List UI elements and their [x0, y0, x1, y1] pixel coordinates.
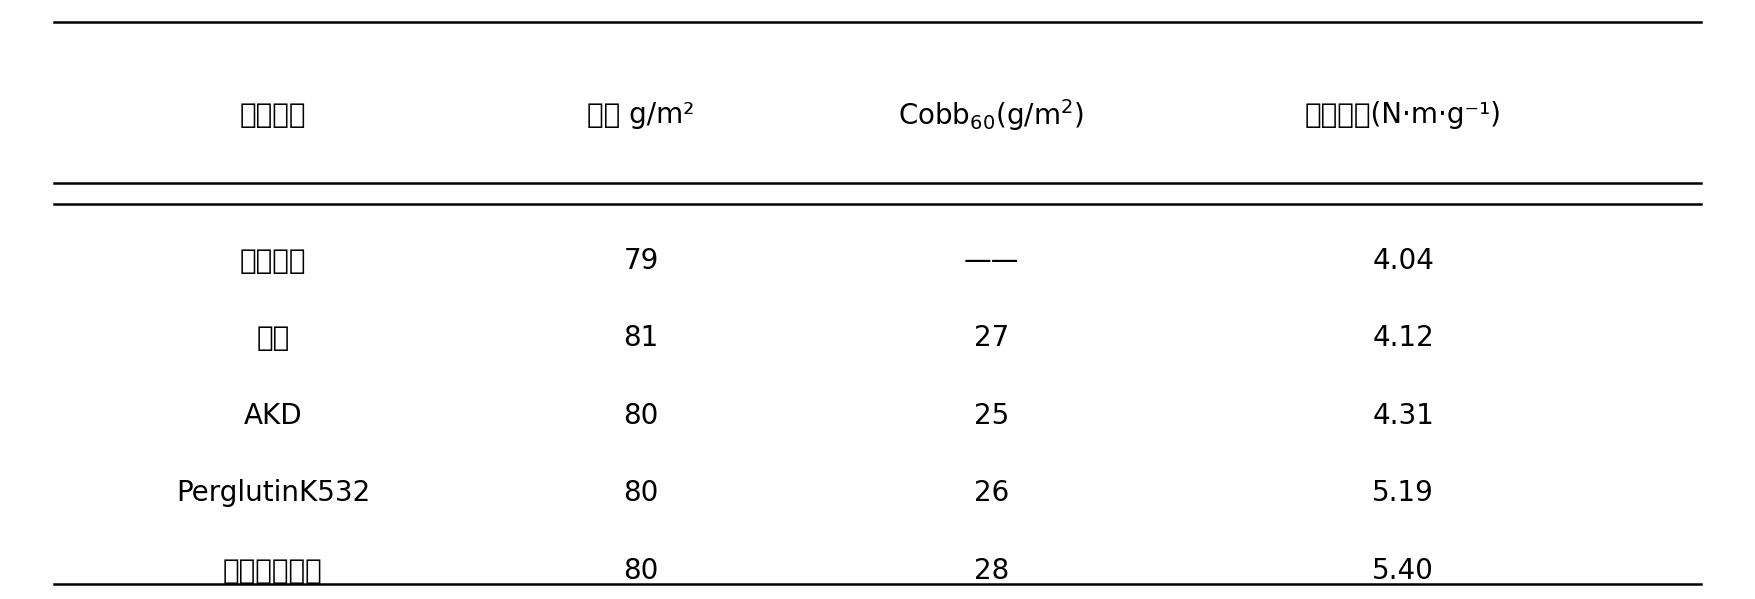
Text: 26: 26 [974, 479, 1009, 507]
Text: 79: 79 [623, 247, 658, 275]
Text: PerglutinK532: PerglutinK532 [176, 479, 370, 507]
Text: 定量 g/m²: 定量 g/m² [588, 101, 695, 129]
Text: Cobb$_{60}$(g/m$^2$): Cobb$_{60}$(g/m$^2$) [899, 96, 1085, 132]
Text: 5.19: 5.19 [1372, 479, 1434, 507]
Text: 80: 80 [623, 557, 658, 585]
Text: 28: 28 [974, 557, 1009, 585]
Text: 4.04: 4.04 [1372, 247, 1434, 275]
Text: 环压指数(N·m·g⁻¹): 环压指数(N·m·g⁻¹) [1304, 101, 1502, 129]
Text: 81: 81 [623, 324, 658, 352]
Text: 80: 80 [623, 479, 658, 507]
Text: 本发明施胶剂: 本发明施胶剂 [223, 557, 323, 585]
Text: 空白基纸: 空白基纸 [240, 247, 305, 275]
Text: 松香: 松香 [256, 324, 290, 352]
Text: 27: 27 [974, 324, 1009, 352]
Text: 25: 25 [974, 402, 1009, 429]
Text: ——: —— [963, 247, 1020, 275]
Text: 80: 80 [623, 402, 658, 429]
Text: 4.31: 4.31 [1372, 402, 1434, 429]
Text: 试验样品: 试验样品 [240, 101, 305, 129]
Text: 5.40: 5.40 [1372, 557, 1434, 585]
Text: 4.12: 4.12 [1372, 324, 1434, 352]
Text: AKD: AKD [244, 402, 302, 429]
